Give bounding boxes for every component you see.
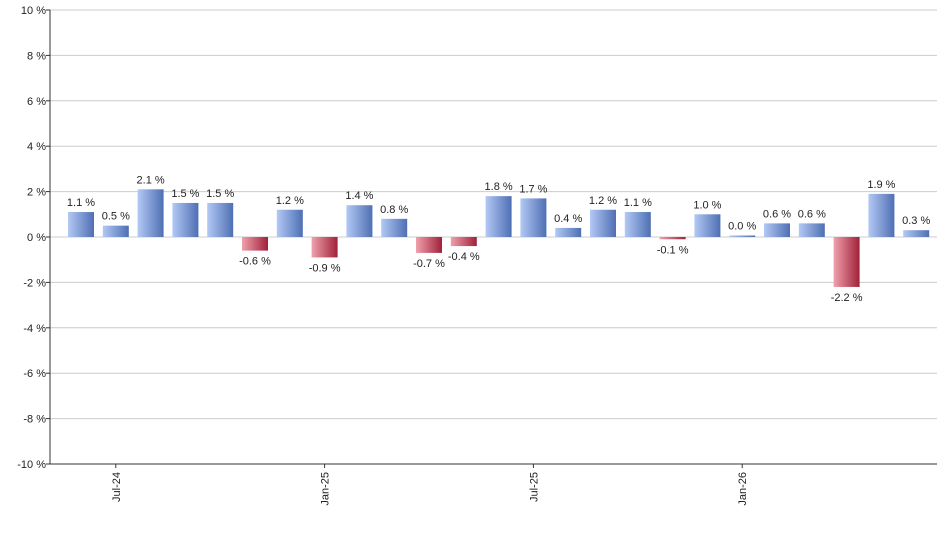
- data-label: -0.1 %: [657, 244, 689, 256]
- bar-mar-25: [381, 218, 408, 237]
- data-label: 1.0 %: [693, 199, 721, 211]
- bar-nov-24: [242, 237, 268, 251]
- axes: [49, 10, 937, 465]
- bar-may-25: [450, 237, 477, 247]
- data-label: 1.5 %: [206, 188, 234, 200]
- data-label: 0.5 %: [102, 211, 130, 223]
- bar-aug-25: [555, 227, 582, 237]
- bar-feb-26: [764, 223, 790, 237]
- data-label: 0.0 %: [728, 221, 756, 233]
- bar-may-26: [868, 193, 895, 237]
- data-label: 1.1 %: [624, 197, 652, 209]
- data-label: 1.4 %: [345, 190, 373, 202]
- x-tick-label: Jul-24: [111, 472, 123, 502]
- y-tick-label: -8 %: [23, 414, 46, 426]
- bar-dec-24: [276, 209, 303, 237]
- y-tick-label: 4 %: [27, 141, 46, 153]
- y-tick-label: -6 %: [23, 368, 46, 380]
- data-label: 1.2 %: [589, 195, 617, 207]
- bar-jun-26: [903, 230, 930, 237]
- data-label: 1.2 %: [276, 195, 304, 207]
- bar-feb-25: [346, 205, 373, 237]
- bars: [68, 189, 930, 287]
- bar-nov-25: [659, 237, 686, 240]
- bar-jan-25: [311, 237, 338, 258]
- bar-aug-24: [137, 189, 164, 237]
- bar-oct-24: [207, 202, 234, 237]
- data-label: 0.6 %: [798, 208, 826, 220]
- bar-apr-25: [416, 237, 442, 253]
- data-label: 2.1 %: [137, 174, 165, 186]
- x-tick-label: Jan-25: [320, 472, 332, 506]
- bar-sep-24: [172, 202, 199, 237]
- bar-mar-26: [798, 223, 825, 237]
- bar-jul-25: [520, 198, 547, 237]
- y-tick-label: 0 %: [27, 232, 46, 244]
- data-labels: 1.1 % 0.5 % 2.1 % 1.5 % 1.5 % -0.6 % 1.2 % -0.9…: [67, 174, 931, 304]
- y-tick-label: -10 %: [17, 459, 46, 471]
- y-axis-ticks: 10 % 8 % 6 % 4 % 2 % 0 % -2 % -4 % -6 % -8 % -10 %: [17, 5, 50, 471]
- x-tick-label: Jul-25: [528, 472, 540, 502]
- bar-dec-25: [694, 214, 721, 237]
- bar-jul-24: [102, 225, 129, 237]
- data-label: -0.6 %: [239, 256, 271, 268]
- y-tick-label: 8 %: [27, 50, 46, 62]
- y-tick-label: -4 %: [23, 323, 46, 335]
- bar-oct-25: [624, 212, 651, 237]
- data-label: -2.2 %: [831, 292, 863, 304]
- data-label: -0.7 %: [413, 258, 445, 270]
- y-tick-label: 2 %: [27, 187, 46, 199]
- y-tick-label: -2 %: [23, 277, 46, 289]
- data-label: 1.1 %: [67, 197, 95, 209]
- data-label: 0.6 %: [763, 208, 791, 220]
- data-label: 0.3 %: [902, 215, 930, 227]
- bar-sep-25: [590, 209, 616, 237]
- bar-apr-26: [833, 237, 860, 287]
- data-label: 0.4 %: [554, 213, 582, 225]
- x-tick-label: Jan-26: [737, 472, 749, 506]
- bar-jan-26: [729, 235, 756, 237]
- data-label: 1.8 %: [485, 181, 513, 193]
- y-tick-label: 6 %: [27, 96, 46, 108]
- data-label: -0.4 %: [448, 251, 480, 263]
- bar-jun-25: [485, 196, 512, 237]
- y-tick-label: 10 %: [21, 5, 46, 17]
- data-label: 1.5 %: [171, 188, 199, 200]
- data-label: 0.8 %: [380, 204, 408, 216]
- data-label: -0.9 %: [309, 262, 341, 274]
- x-axis-ticks: Jul-24 Jan-25 Jul-25 Jan-26: [111, 464, 749, 506]
- data-label: 1.9 %: [867, 179, 895, 191]
- data-label: 1.7 %: [519, 183, 547, 195]
- bar-jun-24: [68, 212, 94, 237]
